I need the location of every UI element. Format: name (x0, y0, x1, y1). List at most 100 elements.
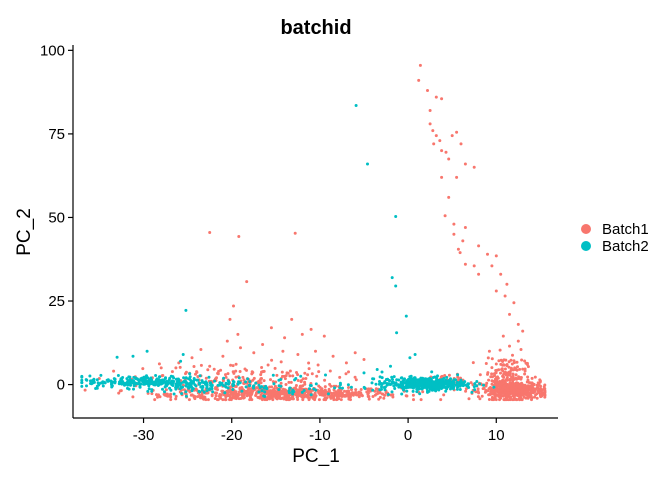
data-point (527, 394, 531, 398)
data-point (303, 380, 307, 384)
data-point (434, 95, 438, 99)
data-point (169, 398, 173, 402)
data-point (338, 386, 342, 390)
data-point (463, 162, 467, 166)
data-point (306, 394, 310, 398)
data-point (529, 390, 533, 394)
data-point (487, 378, 491, 382)
data-point (518, 367, 522, 371)
data-point (261, 343, 265, 346)
data-point (493, 372, 496, 376)
data-point (303, 391, 307, 395)
data-point (208, 381, 212, 385)
data-point (499, 382, 503, 386)
data-point (391, 395, 395, 399)
data-point (166, 380, 170, 384)
data-point (177, 382, 181, 386)
data-point (512, 394, 516, 398)
data-point (535, 392, 539, 396)
data-point (269, 326, 273, 330)
data-point (184, 380, 188, 384)
data-point (283, 377, 287, 381)
data-point (145, 349, 149, 353)
data-point (490, 264, 494, 268)
data-point (83, 388, 87, 392)
data-point (189, 379, 193, 383)
data-point (318, 393, 322, 397)
data-point (374, 387, 378, 391)
data-point (523, 372, 527, 376)
data-point (293, 231, 297, 235)
data-point (80, 374, 84, 378)
data-point (204, 376, 208, 380)
data-point (537, 391, 541, 394)
data-point (199, 363, 203, 367)
data-point (405, 389, 409, 393)
data-point (431, 376, 435, 379)
data-point (413, 376, 417, 380)
data-point (486, 389, 490, 393)
data-point (378, 388, 382, 392)
data-point (522, 395, 526, 399)
data-point (278, 396, 282, 400)
data-point (472, 165, 476, 169)
data-point (539, 384, 542, 388)
data-point (309, 384, 313, 388)
y-tick-label: 75 (48, 126, 65, 143)
data-point (224, 398, 228, 402)
data-point (455, 387, 459, 391)
data-point (507, 371, 511, 375)
data-point (234, 362, 238, 366)
data-point (127, 387, 131, 391)
data-point (412, 398, 415, 402)
data-point (455, 130, 459, 134)
data-point (444, 150, 448, 154)
data-point (514, 373, 518, 377)
data-point (507, 391, 511, 395)
data-point (411, 393, 415, 397)
data-point (200, 388, 204, 392)
data-point (239, 346, 242, 350)
data-point (231, 390, 235, 394)
data-point (399, 376, 403, 380)
data-point (436, 374, 439, 378)
data-point (192, 395, 196, 399)
data-point (284, 374, 288, 378)
data-point (331, 354, 335, 358)
data-point (225, 390, 229, 394)
data-point (136, 378, 140, 382)
data-point (389, 393, 393, 397)
data-point (458, 251, 462, 255)
data-point (312, 387, 316, 391)
data-point (303, 371, 307, 375)
data-point (541, 392, 545, 396)
data-point (476, 390, 480, 393)
data-point (376, 391, 380, 395)
data-point (244, 380, 248, 384)
data-point (503, 294, 507, 298)
data-point (489, 386, 493, 390)
data-point (260, 389, 264, 393)
data-point (437, 386, 441, 390)
data-point (208, 231, 212, 234)
data-point (434, 134, 438, 138)
data-point (80, 380, 84, 384)
data-point (233, 392, 237, 396)
data-point (283, 394, 287, 398)
data-point (98, 382, 101, 386)
data-point (419, 398, 423, 402)
data-point (184, 394, 188, 398)
data-point (112, 369, 116, 373)
data-point (323, 388, 327, 392)
data-point (458, 384, 462, 388)
data-point (318, 389, 322, 393)
data-point (284, 383, 288, 386)
data-point (516, 322, 520, 326)
data-point (224, 373, 227, 377)
data-point (378, 395, 382, 399)
data-point (164, 382, 168, 386)
data-point (268, 385, 272, 389)
legend-item-batch2: Batch2 (581, 238, 649, 255)
data-point (300, 394, 304, 398)
data-point (440, 374, 444, 378)
